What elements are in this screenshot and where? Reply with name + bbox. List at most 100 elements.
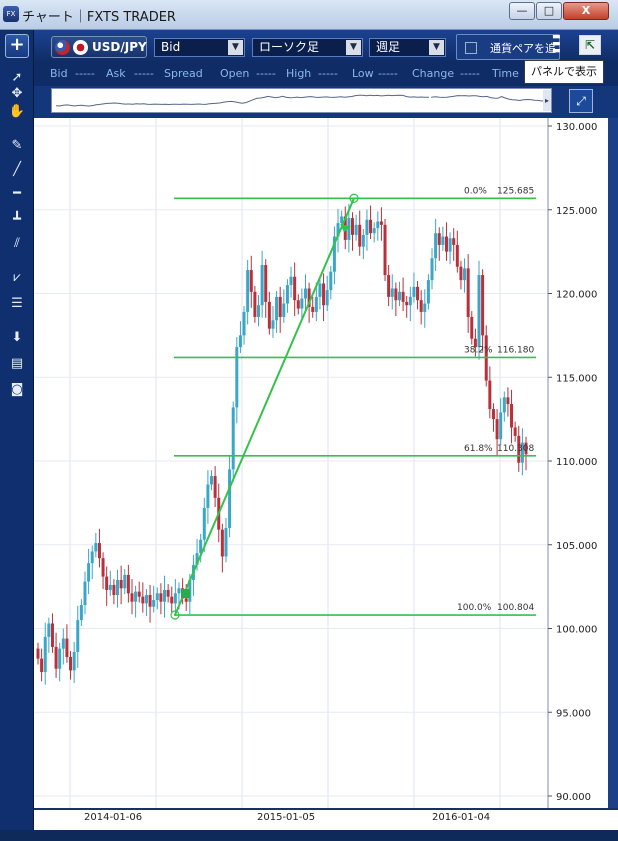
trend-line-end-handle (349, 193, 359, 203)
crosshair-icon[interactable]: ✥ (11, 86, 23, 101)
up-candle (397, 291, 401, 301)
up-candle (434, 233, 438, 259)
navigator-scroll-icon[interactable]: ▸ (543, 90, 551, 111)
scroll-down-icon[interactable]: ⬇ (11, 330, 23, 345)
up-candle (231, 407, 235, 470)
fibonacci-icon[interactable]: ☰ (11, 296, 23, 311)
price-type-dropdown[interactable]: Bid ▼ (154, 38, 245, 57)
down-candle (97, 543, 101, 559)
up-candle (144, 595, 148, 604)
up-candle (354, 224, 358, 235)
chart-scrollbar[interactable] (608, 118, 618, 808)
fibonacci-value-label: 116.180 (497, 345, 534, 355)
up-candle (257, 305, 261, 317)
up-candle (325, 290, 329, 306)
up-candle (289, 276, 293, 286)
candlestick-chart[interactable]: 130.000 125.000 120.000 115.000 110.000 105.0… (34, 118, 618, 808)
price-tick-label: 130.000 (556, 122, 597, 133)
trend-line-arrowhead (340, 224, 351, 233)
up-candle (246, 270, 250, 312)
down-candle (488, 380, 492, 410)
line-tool-icon[interactable]: ╱ (13, 162, 21, 177)
up-candle (426, 280, 430, 304)
bid-label: Bid (50, 67, 68, 80)
camera-icon[interactable]: ◙ (10, 382, 24, 397)
status-bar (0, 830, 618, 841)
pointer-icon[interactable]: ➚ (11, 70, 23, 85)
down-candle (65, 638, 69, 657)
date-tick: 2014-01-06 (84, 812, 143, 823)
down-candle (524, 442, 528, 455)
drawing-toolbar: + ➚ ✥ ✋ ✎ ╱ ━ ┻ ⫽ ⩗ ☰ ⬇ ▤ ◙ (0, 30, 34, 830)
horizontal-line-icon[interactable]: ━ (13, 186, 21, 201)
pair-add-area[interactable]: 通貨ペアを追 (456, 34, 560, 60)
vertical-line-icon[interactable]: ┻ (13, 212, 21, 227)
window-title: チャート｜FXTS TRADER (22, 10, 176, 25)
up-candle (152, 600, 156, 607)
down-candle (459, 266, 463, 281)
down-candle (253, 291, 257, 317)
down-candle (401, 291, 405, 302)
more-menu-icon[interactable]: ▬ ▬ ▬ (552, 32, 561, 56)
up-candle (390, 288, 394, 297)
down-candle (491, 409, 495, 420)
symbol-selector[interactable]: USD/JPY (51, 36, 147, 58)
channel-icon[interactable]: ⫽ (14, 236, 20, 251)
up-candle (340, 216, 344, 224)
open-value: ----- (256, 67, 276, 80)
up-candle (90, 551, 94, 564)
down-candle (394, 288, 398, 301)
up-candle (72, 651, 76, 671)
up-candle (235, 347, 239, 408)
pair-checkbox[interactable] (465, 42, 477, 54)
price-tick-label: 95.000 (556, 708, 591, 719)
high-label: High (286, 67, 312, 80)
down-candle (101, 558, 105, 577)
table-icon[interactable]: ▤ (10, 356, 24, 371)
add-chart-button[interactable]: + (5, 34, 29, 58)
fibonacci-value-label: 100.804 (497, 603, 534, 613)
trend-line-start-handle (170, 610, 180, 620)
panel-display-button[interactable]: ⇱ (579, 35, 601, 55)
down-candle (69, 656, 73, 671)
date-tick: 2015-01-05 (257, 812, 316, 823)
down-candle (495, 419, 499, 440)
title-bar[interactable]: FX チャート｜FXTS TRADER — □ X (0, 0, 618, 30)
price-tick-label: 115.000 (556, 373, 597, 384)
up-candle (47, 623, 51, 637)
period-dropdown[interactable]: 週足 ▼ (369, 38, 446, 57)
trend-pen-icon[interactable]: ✎ (11, 138, 23, 153)
down-candle (40, 658, 44, 673)
down-candle (466, 268, 470, 317)
up-candle (336, 223, 340, 237)
maximize-button[interactable]: □ (536, 2, 562, 20)
chart-area[interactable]: 130.000 125.000 120.000 115.000 110.000 105.0… (34, 118, 618, 808)
down-candle (419, 300, 423, 312)
fibonacci-pct-label: 0.0% (464, 186, 487, 196)
down-candle (220, 529, 224, 557)
up-candle (173, 593, 177, 604)
trend-line (174, 197, 355, 616)
up-candle (79, 605, 83, 621)
panel-tooltip: パネルで表示 (524, 60, 604, 84)
up-candle (423, 303, 427, 312)
close-button[interactable]: X (563, 2, 609, 20)
down-candle (267, 301, 271, 329)
chevron-down-icon: ▼ (228, 40, 243, 55)
up-candle (224, 528, 228, 557)
chart-type-dropdown[interactable]: ローソク足 ▼ (252, 38, 363, 57)
chart-navigator[interactable] (51, 88, 552, 113)
down-candle (50, 623, 54, 647)
zoom-icon[interactable]: ⤢ (569, 89, 593, 113)
down-candle (213, 476, 217, 498)
up-candle (134, 591, 138, 602)
down-candle (293, 276, 297, 301)
hand-icon[interactable]: ✋ (8, 104, 26, 119)
minimize-button[interactable]: — (509, 2, 535, 20)
down-candle (159, 593, 163, 602)
fan-icon[interactable]: ⩗ (13, 270, 21, 285)
us-flag-icon (55, 40, 70, 55)
navigator-line (55, 89, 550, 112)
down-candle (405, 301, 409, 306)
